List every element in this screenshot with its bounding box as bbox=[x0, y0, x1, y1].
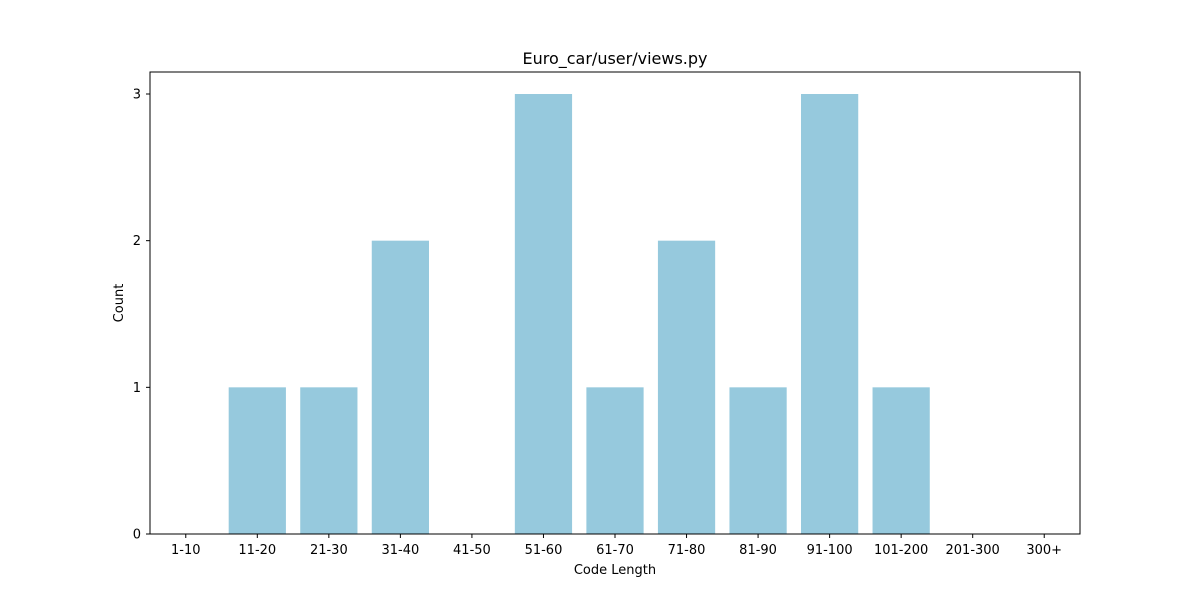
bar-101-200 bbox=[872, 387, 930, 534]
x-tick-label: 71-80 bbox=[668, 543, 706, 558]
y-ticks-group: 0 1 2 3 bbox=[133, 88, 150, 543]
bars-group bbox=[228, 94, 930, 534]
bar-71-80 bbox=[657, 240, 716, 534]
y-tick-label: 3 bbox=[133, 88, 141, 103]
bar-21-30 bbox=[300, 387, 358, 534]
x-tick-label: 300+ bbox=[1026, 543, 1062, 558]
bar-61-70 bbox=[586, 387, 644, 534]
x-tick-label: 1-10 bbox=[171, 543, 201, 558]
x-tick-label: 51-60 bbox=[525, 543, 563, 558]
bar-91-100 bbox=[801, 94, 859, 534]
x-tick-label: 31-40 bbox=[381, 543, 419, 558]
chart-title: Euro_car/user/views.py bbox=[522, 49, 707, 69]
x-tick-label: 101-200 bbox=[874, 543, 928, 558]
bar-51-60 bbox=[514, 94, 573, 534]
x-tick-label: 41-50 bbox=[453, 543, 491, 558]
y-axis-label: Count bbox=[112, 284, 127, 323]
x-tick-label: 201-300 bbox=[946, 543, 1000, 558]
bar-11-20 bbox=[228, 387, 286, 534]
y-tick-label: 2 bbox=[133, 234, 141, 249]
x-axis-label: Code Length bbox=[574, 563, 656, 578]
x-tick-label: 21-30 bbox=[310, 543, 348, 558]
y-tick-label: 0 bbox=[133, 528, 141, 543]
x-tick-label: 61-70 bbox=[596, 543, 634, 558]
bar-31-40 bbox=[371, 240, 429, 534]
y-tick-label: 1 bbox=[133, 381, 141, 396]
x-ticks-group: 1-10 11-20 21-30 31-40 41-50 51-60 61-70 71-80 8… bbox=[171, 534, 1062, 558]
x-tick-label: 81-90 bbox=[739, 543, 777, 558]
x-tick-label: 11-20 bbox=[238, 543, 276, 558]
x-tick-label: 91-100 bbox=[807, 543, 853, 558]
bar-81-90 bbox=[729, 387, 787, 534]
